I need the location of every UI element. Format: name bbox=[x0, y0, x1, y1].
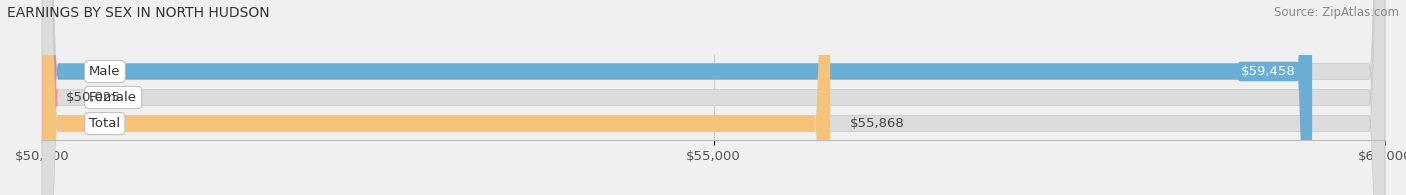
Text: $59,458: $59,458 bbox=[1241, 65, 1296, 78]
Text: EARNINGS BY SEX IN NORTH HUDSON: EARNINGS BY SEX IN NORTH HUDSON bbox=[7, 6, 270, 20]
FancyBboxPatch shape bbox=[42, 0, 830, 195]
FancyBboxPatch shape bbox=[42, 0, 1385, 195]
Text: $55,868: $55,868 bbox=[851, 117, 905, 130]
FancyBboxPatch shape bbox=[42, 0, 1312, 195]
Text: Female: Female bbox=[89, 91, 138, 104]
Text: Source: ZipAtlas.com: Source: ZipAtlas.com bbox=[1274, 6, 1399, 19]
Text: Male: Male bbox=[89, 65, 121, 78]
FancyBboxPatch shape bbox=[30, 0, 58, 195]
Text: Total: Total bbox=[89, 117, 121, 130]
FancyBboxPatch shape bbox=[42, 0, 1385, 195]
Text: $50,025: $50,025 bbox=[66, 91, 121, 104]
FancyBboxPatch shape bbox=[42, 0, 1385, 195]
